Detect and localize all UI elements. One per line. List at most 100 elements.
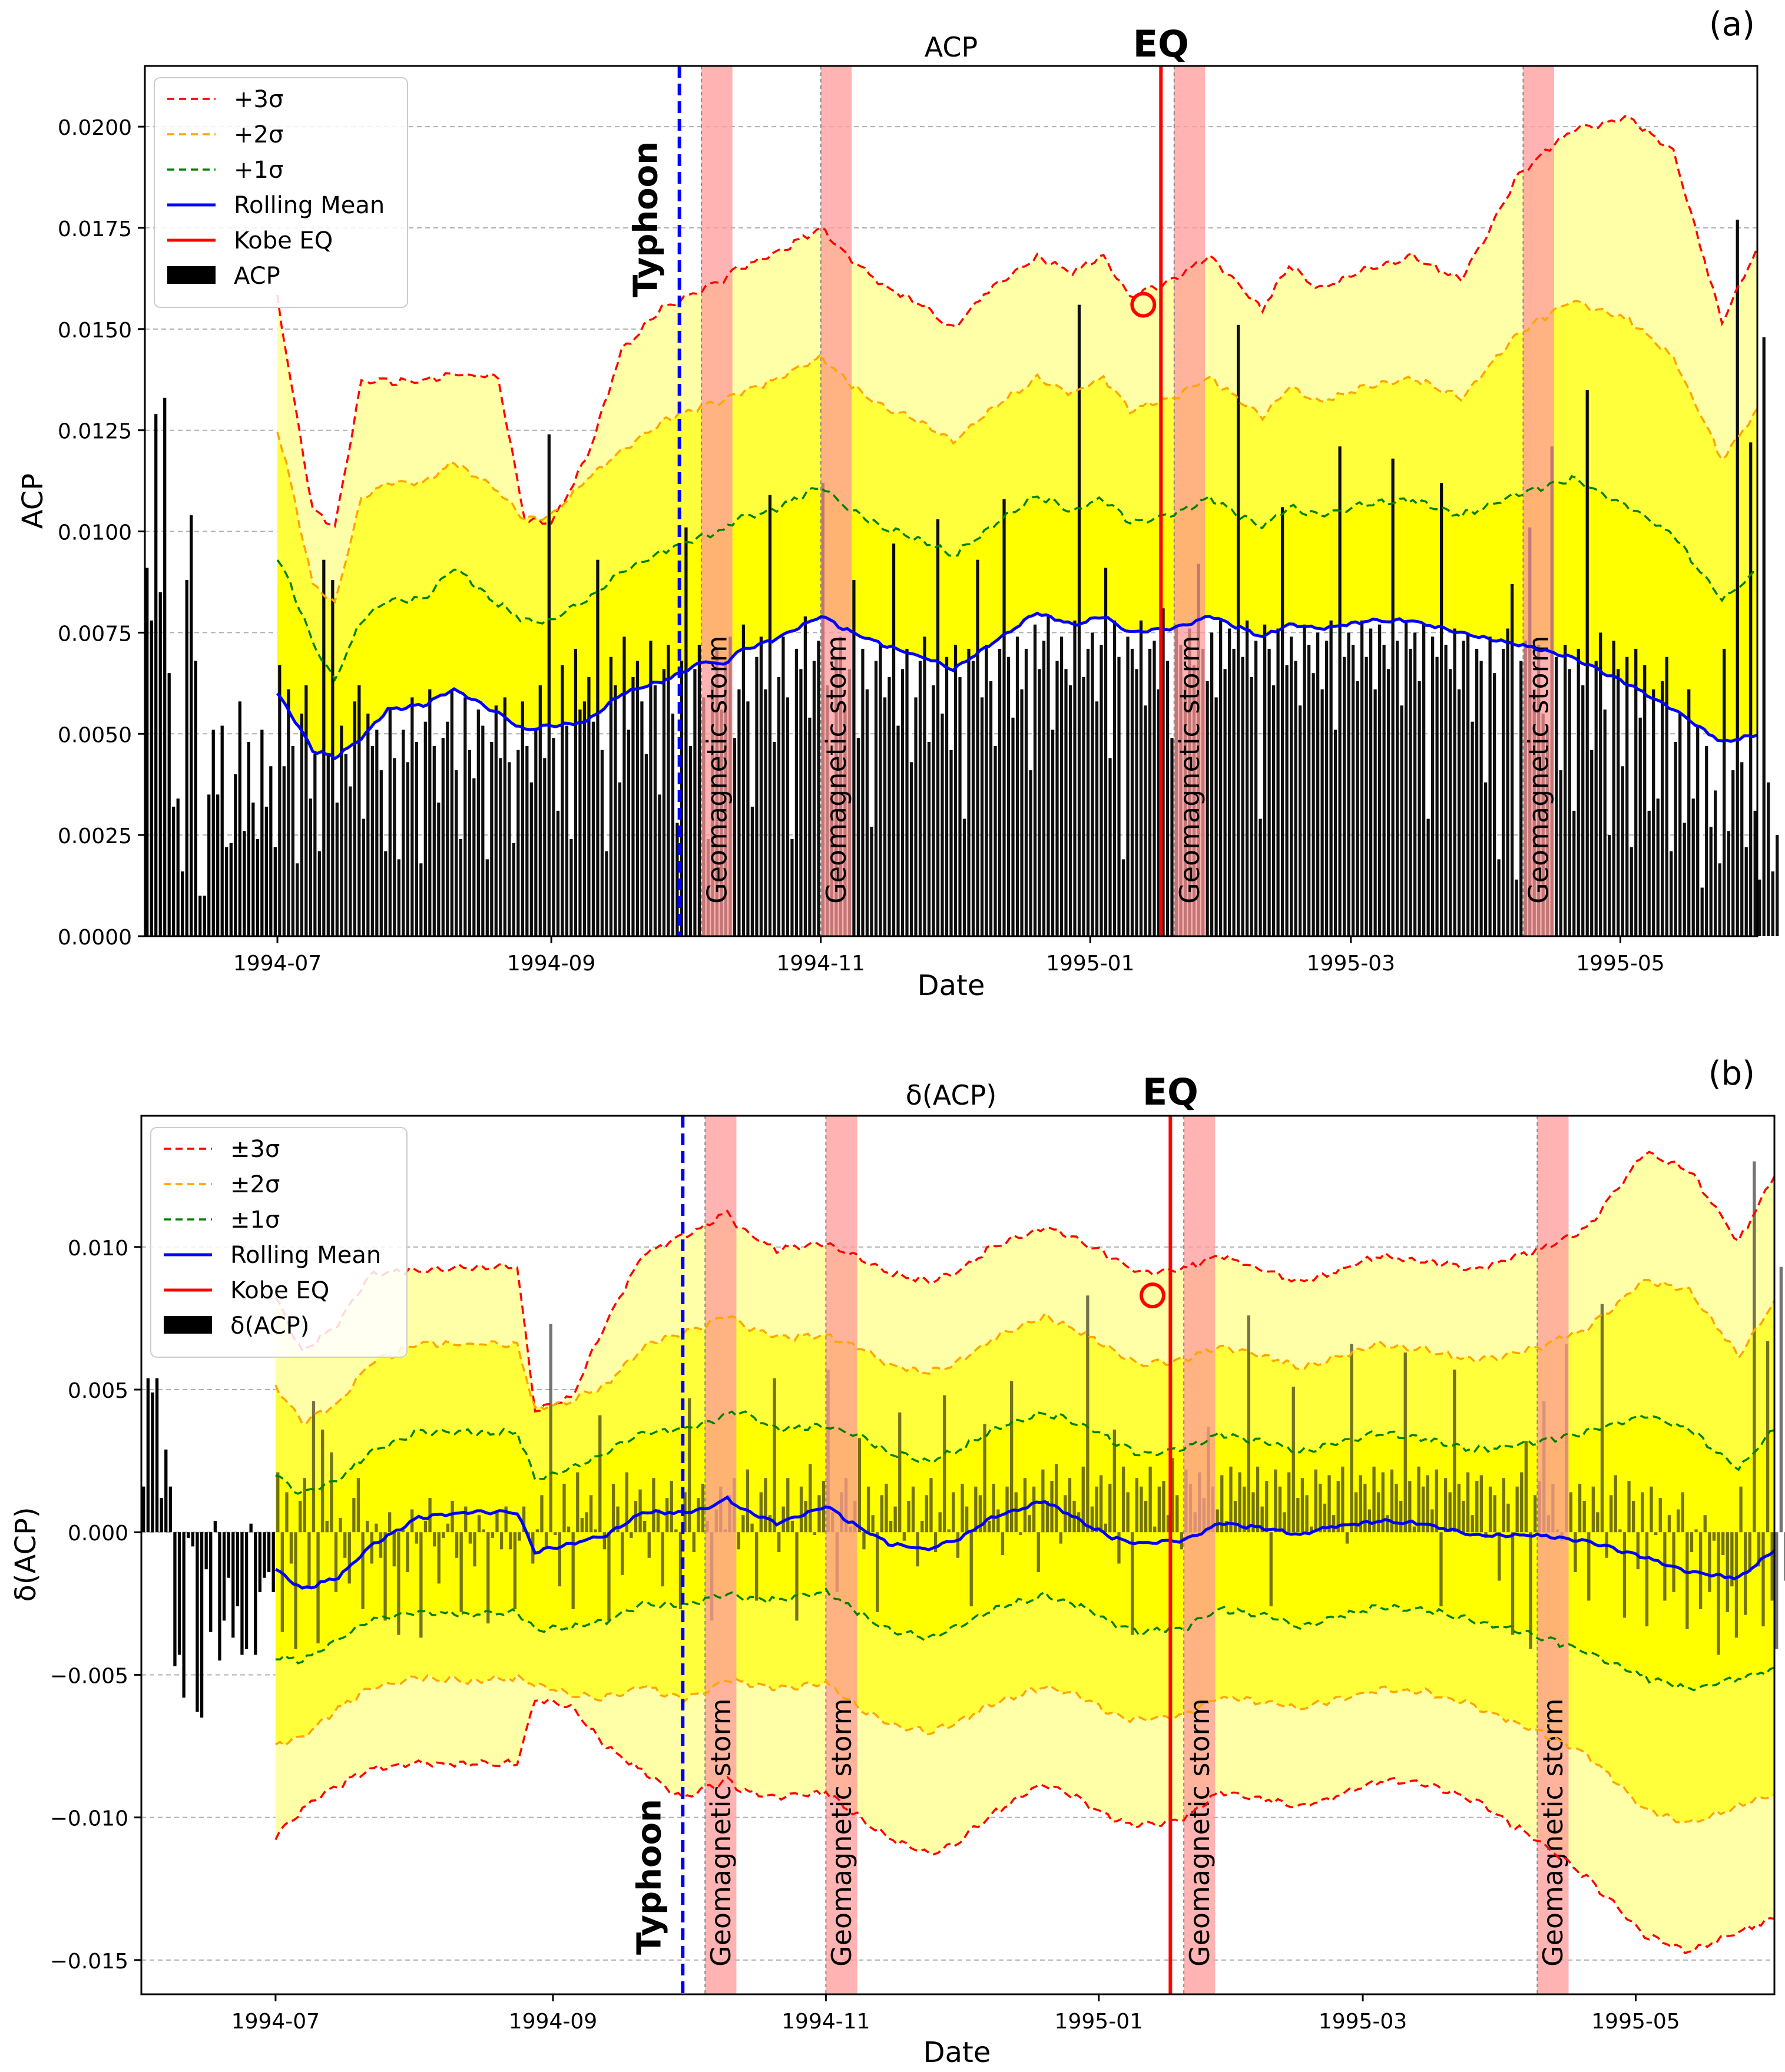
panel-a-bar	[1267, 648, 1271, 936]
panel-a-bar	[543, 758, 547, 936]
panel-b-bar	[1332, 1515, 1336, 1533]
panel-a-bar	[1259, 818, 1262, 936]
panel-a-bar	[1254, 641, 1258, 936]
panel-b-bar	[406, 1532, 409, 1572]
panel-a-bar	[1347, 632, 1350, 936]
panel-a-bar	[1029, 770, 1032, 936]
panel-b-bar	[1216, 1509, 1219, 1533]
panel-a-bar	[1086, 648, 1090, 936]
panel-b-bar	[1408, 1481, 1412, 1533]
panel-a-bar	[207, 794, 211, 936]
panel-b-ylabel: δ(ACP)	[9, 1507, 42, 1602]
panel-b-bar	[419, 1532, 423, 1638]
panel-b-bar	[898, 1412, 902, 1533]
panel-a-bar	[1617, 669, 1620, 936]
panel-b-bar	[1439, 1532, 1443, 1607]
panel-a-bar	[1391, 458, 1395, 936]
panel-a-bar	[1555, 657, 1558, 936]
panel-a-bar	[450, 689, 453, 936]
panel-a-bar	[1599, 632, 1602, 936]
panel-b-bar	[321, 1429, 324, 1533]
panel-a-bar	[940, 713, 944, 936]
panel-b-bar	[401, 1529, 405, 1533]
panel-a-bar	[1603, 710, 1607, 936]
panel-a-bar	[1431, 636, 1435, 936]
panel-a-line-plus2sigma	[276, 299, 1758, 604]
panel-a-bar	[1484, 782, 1488, 936]
panel-a-bar	[220, 725, 224, 936]
panel-b-bar	[1399, 1501, 1403, 1533]
panel-a-bar	[640, 701, 644, 936]
panel-a-legend-label: +2σ	[234, 121, 283, 148]
panel-b-band-1sigma	[275, 1411, 1775, 1690]
panel-a-bar	[1665, 657, 1668, 936]
panel-a-bar	[892, 543, 896, 936]
panel-b-legend: ±3σ ±2σ ±1σ Rolling Mean Kobe EQ δ(ACP)	[150, 1127, 408, 1358]
panel-b-bar	[952, 1492, 955, 1533]
panel-b-legend-label: ±2σ	[230, 1171, 280, 1198]
panel-b-bar	[647, 1532, 651, 1558]
panel-b-bar	[1610, 1495, 1613, 1533]
panel-a-legend-swatch	[167, 266, 216, 284]
panel-b-bar	[978, 1495, 982, 1533]
panel-b-bar	[1233, 1501, 1237, 1533]
panel-a-bar	[1744, 847, 1748, 936]
panel-a-bar	[578, 710, 582, 936]
panel-b-bar	[674, 1529, 678, 1533]
panel-b-bar	[768, 1515, 772, 1533]
panel-b-bar	[509, 1532, 512, 1550]
panel-b-typhoon-label: Typhoon	[630, 1799, 668, 1955]
panel-a-bar	[1219, 620, 1223, 936]
panel-a-bar	[1727, 831, 1730, 936]
panel-a-bar	[764, 689, 767, 936]
panel-b-line-plus3sigma	[274, 1151, 1776, 1413]
panel-a-band-1sigma	[277, 476, 1757, 759]
panel-b-bar	[862, 1532, 866, 1550]
panel-a-bar	[234, 774, 237, 936]
panel-b-bar	[929, 1478, 933, 1533]
panel-a-bar	[1382, 645, 1386, 936]
panel-a-bar	[750, 807, 754, 936]
panel-b-bar	[1086, 1295, 1089, 1533]
panel-a-bar	[406, 762, 409, 936]
panel-b-bar	[907, 1501, 910, 1533]
panel-a-bar	[817, 641, 820, 936]
panel-b-bar	[938, 1512, 942, 1533]
panel-b-bar	[1314, 1469, 1317, 1533]
panel-b-bar	[1479, 1475, 1483, 1533]
panel-b-bar	[1090, 1506, 1094, 1533]
panel-a-bar	[1714, 790, 1717, 936]
panel-b-bar	[983, 1424, 986, 1533]
panel-a-bar	[1020, 689, 1024, 936]
panel-b-bar	[361, 1532, 365, 1609]
panel-a-bar	[1515, 879, 1518, 936]
panel-b-bar	[316, 1532, 320, 1644]
panel-b-events: Typhoon EQ	[630, 1070, 1198, 1994]
panel-a-bar	[516, 750, 520, 936]
panel-b-bar	[1448, 1492, 1452, 1533]
panel-b-bar	[276, 1472, 280, 1533]
panel-a-bar	[163, 397, 167, 936]
panel-a-bar	[1564, 645, 1567, 936]
panel-a-label: (a)	[1709, 5, 1755, 44]
panel-b-bar	[540, 1495, 544, 1533]
panel-b-bar	[1622, 1532, 1627, 1618]
panel-a-bar	[229, 843, 233, 936]
panel-b-bar	[343, 1532, 347, 1558]
panel-a-bar	[260, 730, 264, 936]
panel-b-bar	[442, 1532, 445, 1538]
panel-b-bar	[1355, 1492, 1358, 1533]
panel-b-bar	[1162, 1481, 1165, 1533]
panel-a-bar	[777, 677, 781, 936]
panel-b-bar	[1493, 1495, 1496, 1533]
panel-a-bar	[534, 730, 538, 936]
panel-a-bar	[1237, 325, 1240, 936]
panel-b-line-plus2sigma	[274, 1278, 1776, 1425]
panel-b-bar	[155, 1378, 159, 1533]
panel-a-bar	[1568, 669, 1571, 936]
panel-a-bar	[927, 742, 931, 936]
panel-a-bar	[1577, 648, 1580, 936]
panel-b-bar	[518, 1532, 521, 1541]
panel-a-storm-label: Geomagnetic storm	[1174, 635, 1206, 904]
